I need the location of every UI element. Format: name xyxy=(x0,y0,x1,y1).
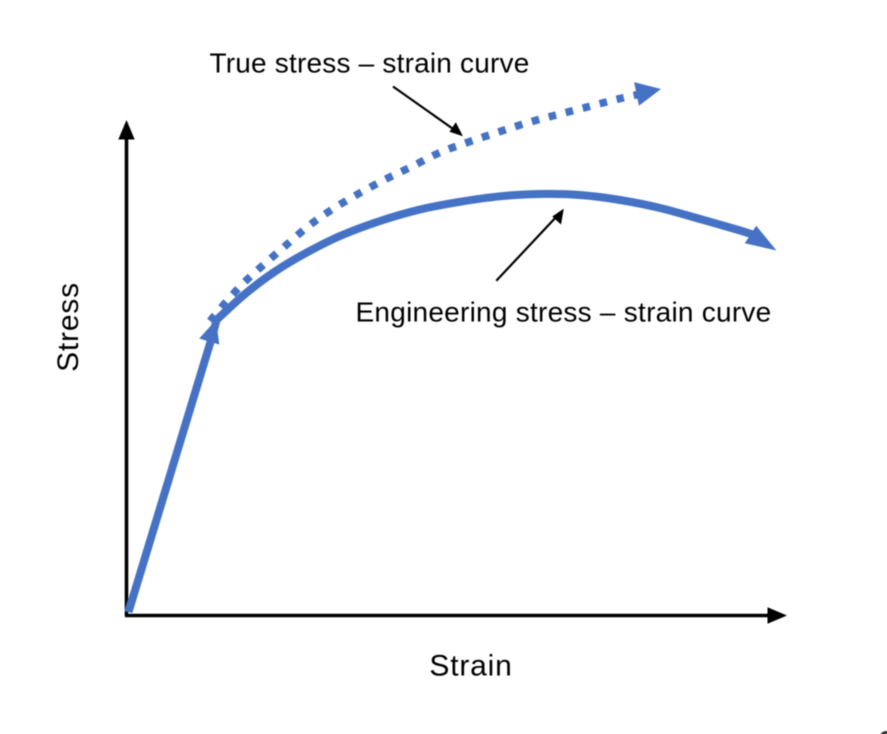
svg-text:Stress: Stress xyxy=(52,282,85,372)
svg-text:Strain: Strain xyxy=(429,650,512,683)
svg-text:True stress – strain curve: True stress – strain curve xyxy=(209,47,529,78)
svg-text:Engineering stress – strain cu: Engineering stress – strain curve xyxy=(356,297,772,328)
